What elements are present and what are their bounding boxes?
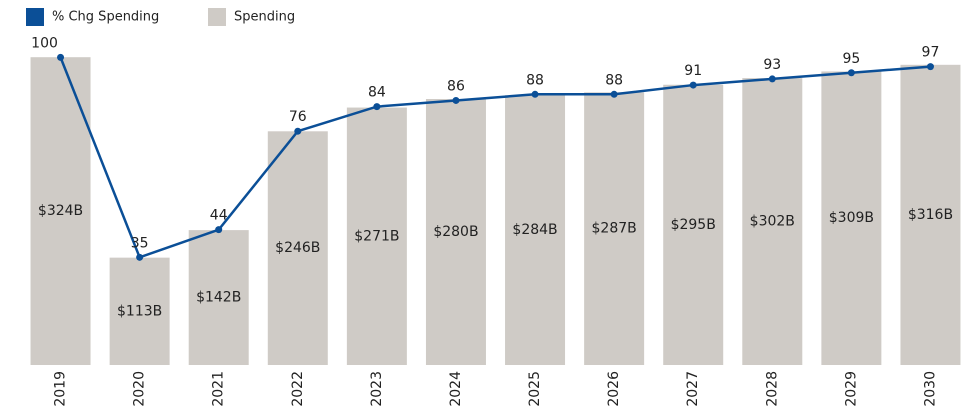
bar [109, 257, 170, 365]
bar [267, 131, 328, 365]
line-point [57, 53, 65, 61]
line-point [531, 90, 539, 98]
x-tick-label: 2028 [764, 371, 780, 407]
line-point [452, 96, 460, 104]
line-point [294, 127, 302, 135]
bar-value-label: $295B [671, 217, 716, 233]
x-tick-label: 2030 [922, 371, 938, 407]
x-tick-label: 2029 [843, 371, 859, 407]
bar-value-label: $113B [117, 303, 162, 319]
bar [584, 92, 645, 365]
legend-swatch [208, 8, 226, 26]
line-value-label: 76 [289, 109, 307, 125]
line-value-label: 88 [605, 72, 623, 88]
bar [425, 99, 486, 365]
x-tick-label: 2020 [132, 371, 148, 407]
bar [188, 230, 249, 365]
legend-label: Spending [234, 10, 295, 25]
line-value-label: 35 [131, 235, 149, 251]
x-tick-label: 2023 [369, 371, 385, 407]
bar [900, 64, 961, 366]
line [59, 56, 931, 259]
x-tick-label: 2025 [527, 371, 543, 407]
bar-value-label: $271B [354, 228, 399, 244]
line-value-label: 84 [368, 85, 386, 101]
bar-value-label: $287B [592, 221, 637, 237]
x-tick-label: 2019 [53, 371, 69, 407]
legend-label: % Chg Spending [52, 10, 159, 25]
line-value-label: 88 [526, 72, 544, 88]
line-value-label: 97 [922, 45, 940, 61]
bar [821, 71, 882, 365]
x-tick-label: 2026 [606, 371, 622, 407]
line-point [610, 90, 618, 98]
bar-value-label: $316B [908, 207, 953, 223]
bar [505, 95, 566, 365]
line-point [847, 69, 855, 77]
x-tick-label: 2024 [448, 371, 464, 407]
legend-swatch [26, 8, 44, 26]
line-value-label: 100 [31, 35, 58, 51]
line-point [136, 253, 144, 261]
line-point [373, 103, 381, 111]
bar-value-label: $324B [38, 203, 83, 219]
bar-value-label: $309B [829, 210, 874, 226]
x-tick-label: 2022 [290, 371, 306, 407]
bar-value-label: $284B [512, 222, 557, 238]
line-point [926, 63, 934, 71]
line-value-label: 95 [842, 51, 860, 67]
bar-value-label: $246B [275, 240, 320, 256]
line-point [215, 226, 223, 234]
line-value-label: 86 [447, 78, 465, 94]
bar [346, 107, 407, 366]
x-tick-label: 2021 [211, 371, 227, 407]
x-tick-label: 2027 [685, 371, 701, 407]
bar-value-label: $302B [750, 214, 795, 230]
line-value-label: 44 [210, 208, 228, 224]
bar-value-label: $142B [196, 290, 241, 306]
bar [742, 78, 803, 365]
line-value-label: 91 [684, 63, 702, 79]
line-point [689, 81, 697, 89]
bar-value-label: $280B [433, 224, 478, 240]
bar [663, 84, 724, 365]
line-point [768, 75, 776, 83]
line-value-label: 93 [763, 57, 781, 73]
